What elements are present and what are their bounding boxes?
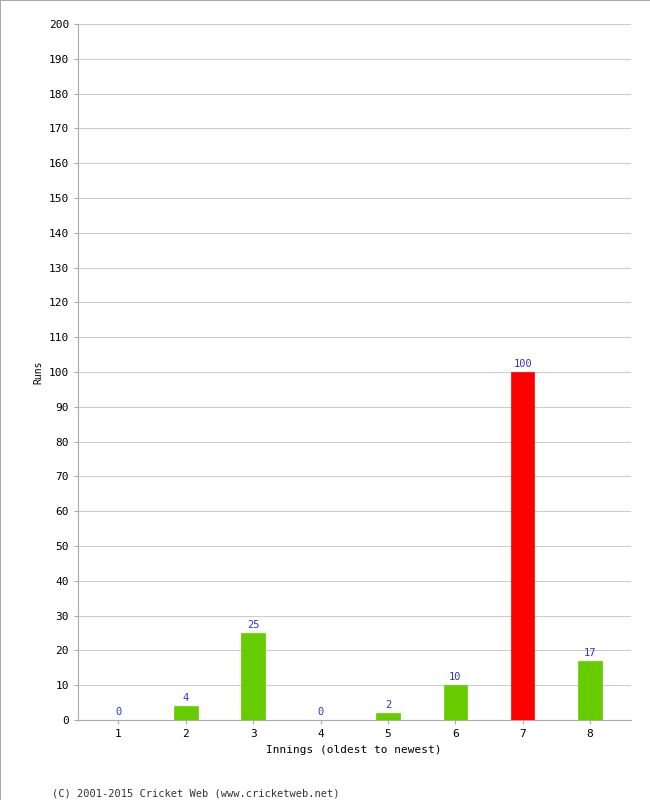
Text: 4: 4 xyxy=(183,694,189,703)
Text: 0: 0 xyxy=(317,707,324,718)
Y-axis label: Runs: Runs xyxy=(33,360,43,384)
Text: 17: 17 xyxy=(584,648,596,658)
Text: 25: 25 xyxy=(247,620,259,630)
Bar xyxy=(511,372,534,720)
Text: 2: 2 xyxy=(385,700,391,710)
Text: 100: 100 xyxy=(514,359,532,370)
Bar xyxy=(174,706,198,720)
Bar xyxy=(376,713,400,720)
Bar xyxy=(443,685,467,720)
Text: (C) 2001-2015 Cricket Web (www.cricketweb.net): (C) 2001-2015 Cricket Web (www.cricketwe… xyxy=(52,788,339,798)
X-axis label: Innings (oldest to newest): Innings (oldest to newest) xyxy=(266,745,442,754)
Text: 10: 10 xyxy=(449,673,462,682)
Bar xyxy=(578,661,602,720)
Text: 0: 0 xyxy=(115,707,122,718)
Bar xyxy=(241,633,265,720)
